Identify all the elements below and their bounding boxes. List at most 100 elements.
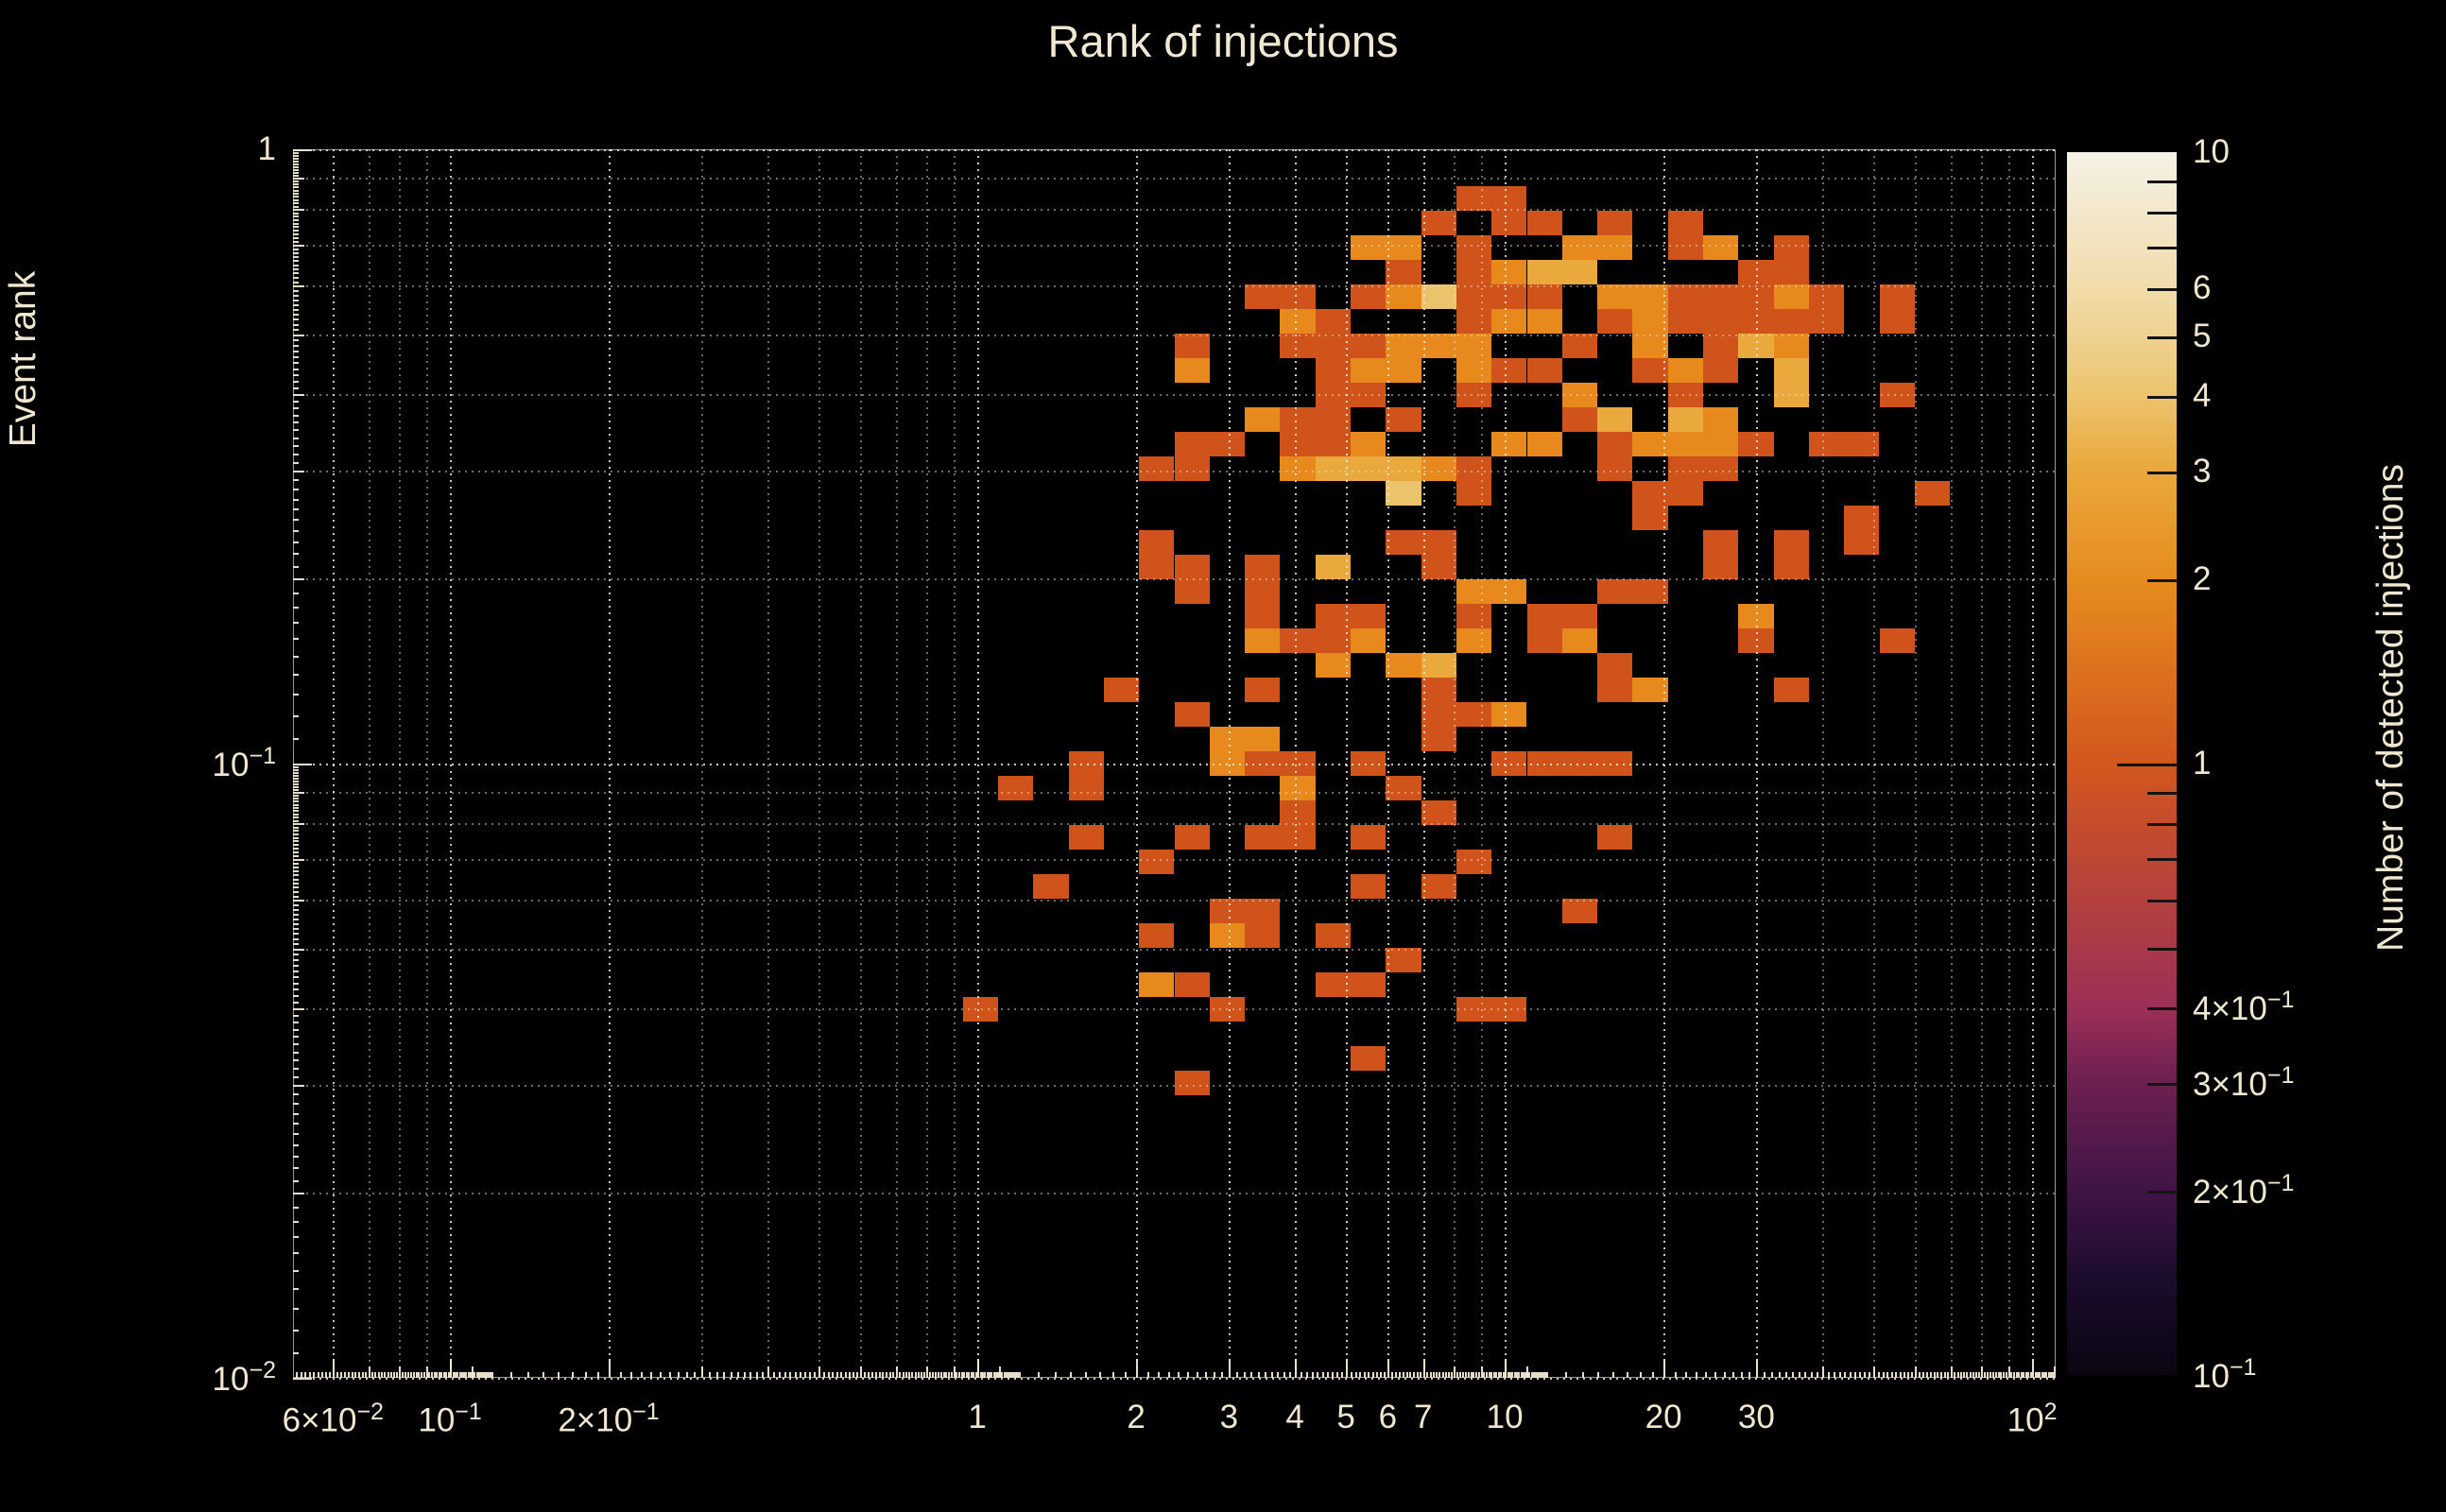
heatmap-cell: [1386, 407, 1421, 432]
heatmap-cell: [1738, 432, 1774, 456]
heatmap-cell: [1315, 628, 1351, 653]
y-axis-tick: [293, 1143, 299, 1146]
x-axis-tick: [1011, 1372, 1014, 1378]
heatmap-cell: [1738, 309, 1774, 334]
x-axis-tick: [1849, 1372, 1852, 1378]
heatmap-cell: [1315, 456, 1351, 481]
y-axis-tick: [293, 823, 304, 825]
y-axis-tick: [293, 236, 299, 239]
heatmap-cell: [1561, 407, 1598, 432]
x-axis-tick: [1196, 1372, 1198, 1378]
x-axis-tick: [1085, 1372, 1087, 1378]
x-axis-tick: [387, 1372, 389, 1378]
heatmap-cell: [1351, 284, 1387, 309]
x-axis-tick: [351, 1372, 353, 1378]
x-axis-tick: [1187, 1372, 1190, 1378]
x-axis-tick: [1828, 1372, 1831, 1378]
x-axis-tick: [304, 1372, 307, 1378]
y-axis-tick: [293, 151, 299, 154]
y-axis-tick: [293, 982, 299, 985]
x-axis-tick: [1990, 1372, 1991, 1378]
x-axis-tick: [1972, 1372, 1974, 1378]
x-axis-tick: [723, 1372, 726, 1378]
x-axis-tick: [1288, 1372, 1291, 1378]
x-axis-tick: [1541, 1372, 1543, 1378]
colorbar-tick: [2147, 472, 2177, 475]
y-gridline-minor: [293, 334, 2056, 336]
x-axis-tick: [1714, 1372, 1717, 1378]
heatmap-cell: [1632, 678, 1668, 702]
x-axis-tick: [479, 1372, 482, 1378]
heatmap-cell: [1421, 456, 1456, 481]
colorbar-tick: [2147, 1006, 2177, 1010]
y-axis-tick: [293, 230, 299, 232]
heatmap-cell: [1456, 456, 1492, 481]
x-axis-tick: [920, 1372, 922, 1378]
heatmap-cell: [1561, 235, 1598, 260]
y-axis-tick: [293, 988, 299, 991]
chart-title: Rank of injections: [1047, 16, 1399, 66]
x-axis-tick: [1748, 1372, 1751, 1378]
y-axis-tick: [293, 866, 299, 868]
x-axis-tick: [1359, 1372, 1362, 1378]
x-axis-tick: [755, 1372, 758, 1378]
x-axis-tick: [371, 1372, 374, 1378]
x-axis-tick: [1895, 1372, 1898, 1378]
colorbar-tick-label: 3: [2193, 453, 2212, 490]
x-axis-tick: [425, 1366, 428, 1378]
y-axis-tick: [293, 149, 312, 151]
x-axis-tick: [1564, 1372, 1567, 1378]
x-axis-tick: [868, 1372, 870, 1378]
x-axis-tick: [1507, 1372, 1509, 1378]
x-axis-tick: [1542, 1372, 1545, 1378]
x-axis-tick: [942, 1372, 945, 1378]
x-axis-tick: [2023, 1372, 2025, 1378]
y-axis-tick: [293, 244, 304, 247]
x-axis-tick: [917, 1372, 920, 1378]
x-axis-tick: [358, 1372, 360, 1378]
heatmap-cell: [1491, 284, 1527, 309]
x-axis-tick: [1124, 1372, 1127, 1378]
heatmap-cell: [1667, 358, 1703, 383]
y-axis-tick: [293, 1093, 299, 1096]
heatmap-cell: [1245, 555, 1281, 579]
x-axis-tick: [2043, 1372, 2045, 1378]
x-axis-tick: [960, 1372, 963, 1378]
heatmap-cell: [1280, 456, 1316, 481]
colorbar-tick: [2147, 947, 2177, 951]
y-axis-tick: [293, 791, 304, 794]
heatmap-cell: [1209, 923, 1246, 948]
heatmap-cell: [1033, 874, 1069, 899]
heatmap-cell: [1456, 309, 1492, 334]
x-axis-tick: [1911, 1372, 1914, 1378]
y-axis-tick: [293, 240, 299, 243]
x-axis-tick: [986, 1372, 989, 1378]
heatmap-cell: [1491, 309, 1527, 334]
y-axis-tick: [293, 1252, 299, 1255]
heatmap-cell: [1174, 358, 1210, 383]
x-axis-tick: [1764, 1372, 1766, 1378]
x-axis-tick: [377, 1372, 380, 1378]
x-axis-tick: [409, 1372, 412, 1378]
x-axis-tick: [2024, 1372, 2027, 1378]
x-axis-tick: [365, 1372, 368, 1378]
y-axis-tick: [293, 1001, 299, 1004]
y-axis-tick: [293, 272, 299, 275]
y-axis-tick: [293, 803, 299, 806]
y-gridline-minor: [293, 823, 2056, 825]
y-axis-tick: [293, 943, 299, 946]
x-axis-tick: [308, 1372, 311, 1378]
y-axis-tick: [293, 565, 299, 568]
x-axis-tick: [402, 1372, 404, 1378]
x-axis-tick: [1250, 1372, 1253, 1378]
x-axis-tick: [1546, 1372, 1549, 1378]
heatmap-cell: [1597, 653, 1633, 678]
y-axis-tick: [293, 202, 299, 204]
x-axis-tick: [1158, 1372, 1161, 1378]
heatmap-cell: [962, 997, 998, 1022]
heatmap-cell: [1280, 407, 1316, 432]
heatmap-cell: [1315, 555, 1351, 579]
x-axis-tick: [395, 1372, 398, 1378]
x-axis-tick: [923, 1372, 925, 1378]
x-axis-tick: [619, 1372, 622, 1378]
